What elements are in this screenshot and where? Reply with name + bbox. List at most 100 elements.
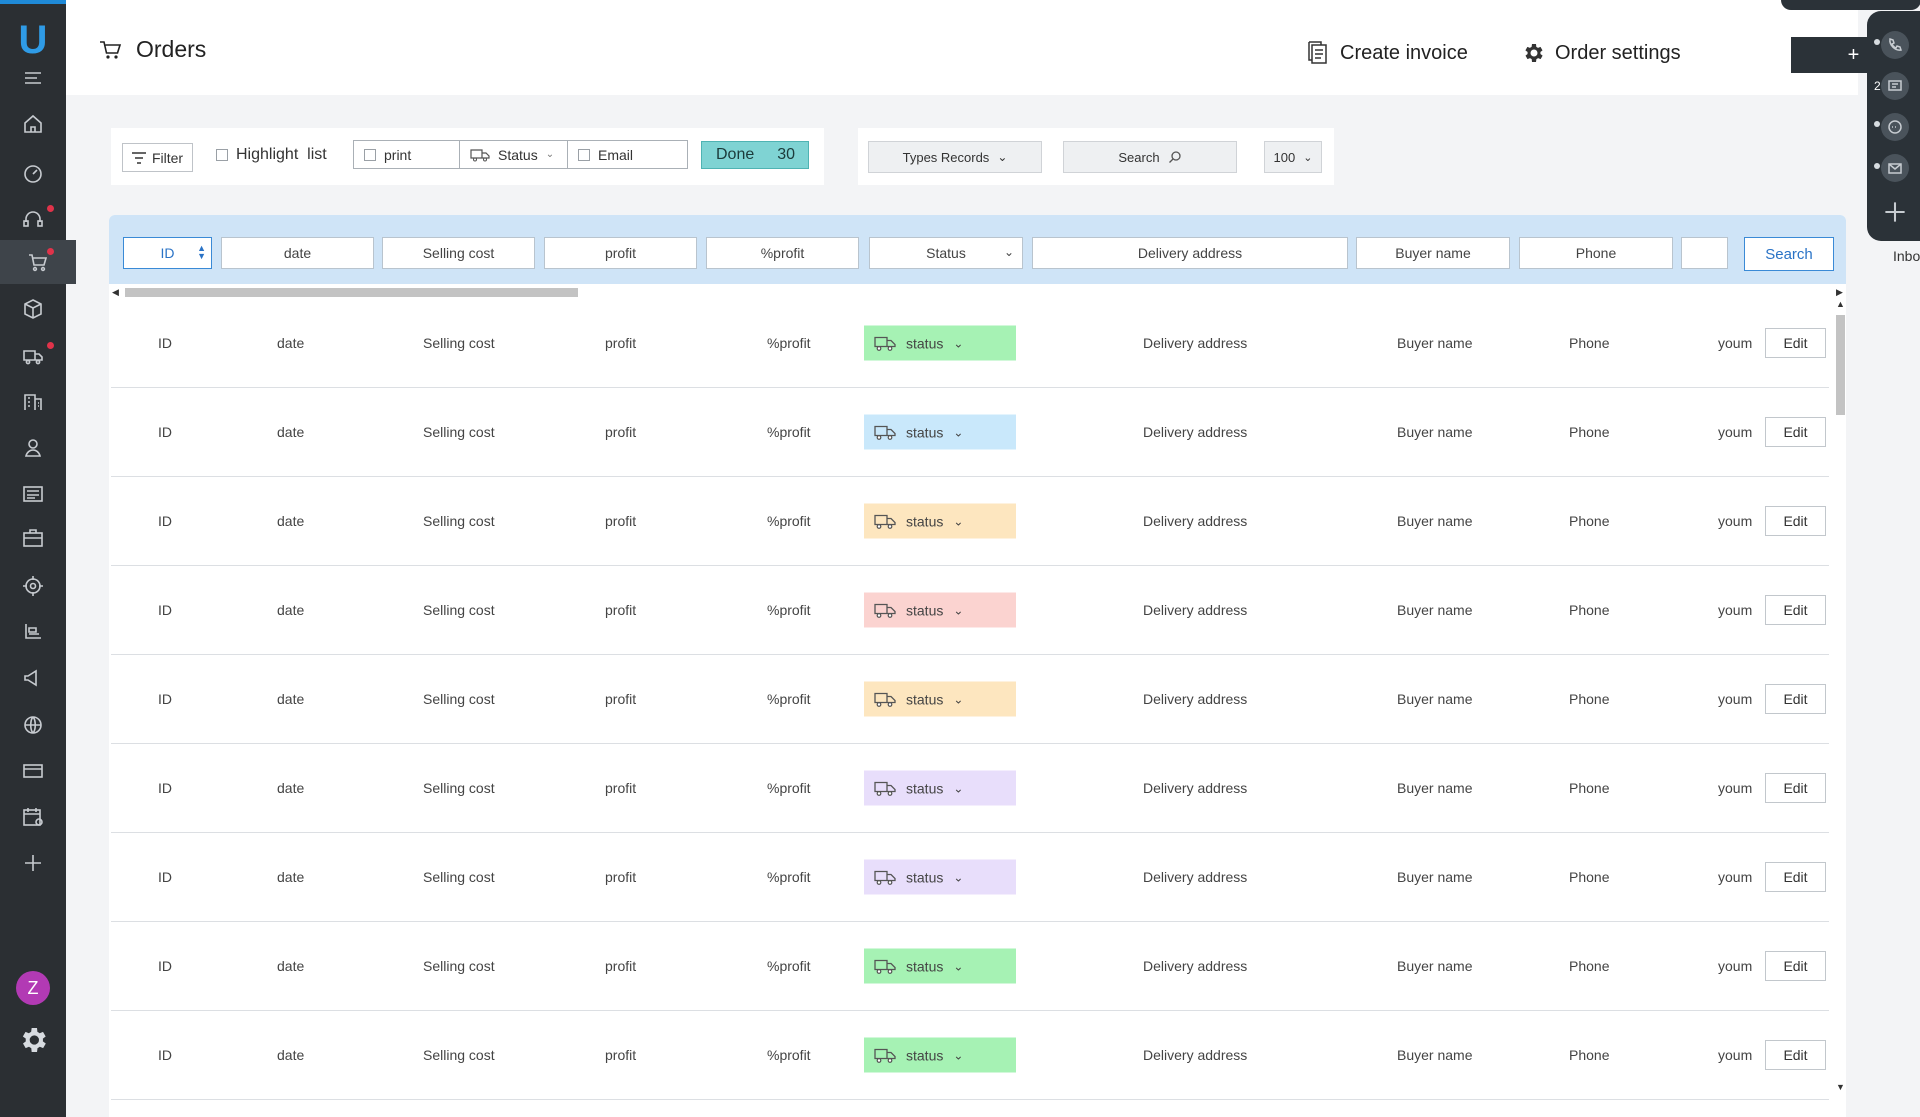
status-pill[interactable]: status ⌄ xyxy=(864,414,1016,450)
cell-date: date xyxy=(277,1047,305,1063)
scroll-up-arrow-icon[interactable]: ▲ xyxy=(1836,299,1845,309)
table-row[interactable]: ID date Selling cost profit %profit Delivery … xyxy=(111,299,1829,388)
edit-button[interactable]: Edit xyxy=(1765,684,1826,714)
status-filter[interactable]: Status ⌄ xyxy=(869,237,1023,269)
table-row[interactable]: ID date Selling cost profit %profit Delivery … xyxy=(111,744,1829,833)
cell-pct-profit: %profit xyxy=(767,780,811,796)
menu-icon[interactable] xyxy=(0,57,66,101)
create-invoice-label: Create invoice xyxy=(1340,41,1468,64)
edit-button[interactable]: Edit xyxy=(1765,951,1826,981)
print-checkbox[interactable] xyxy=(364,148,376,161)
types-records-dropdown[interactable]: Types Records ⌄ xyxy=(868,141,1042,173)
create-invoice-button[interactable]: Create invoice xyxy=(1306,40,1468,66)
status-pill[interactable]: status ⌄ xyxy=(864,948,1016,984)
print-option[interactable]: print xyxy=(354,141,460,168)
records-search-button[interactable]: Search xyxy=(1063,141,1237,173)
home-icon[interactable] xyxy=(0,102,66,146)
table-search-button[interactable]: Search xyxy=(1744,237,1834,271)
user-icon[interactable] xyxy=(0,426,66,470)
warehouse-icon[interactable] xyxy=(0,610,66,654)
card-icon[interactable] xyxy=(0,749,66,793)
edit-button[interactable]: Edit xyxy=(1765,595,1826,625)
globe-icon[interactable] xyxy=(0,703,66,747)
top-tab-handle[interactable] xyxy=(1781,0,1920,10)
status-pill[interactable]: status ⌄ xyxy=(864,770,1016,806)
dashboard-icon[interactable] xyxy=(0,152,66,196)
delivery-address-filter[interactable]: Delivery address xyxy=(1032,237,1348,269)
table-row[interactable]: ID date Selling cost profit %profit Delivery … xyxy=(111,1011,1829,1100)
calendar-icon[interactable] xyxy=(0,795,66,839)
vertical-scrollbar[interactable]: ▲ ▼ xyxy=(1833,299,1846,1094)
edit-button[interactable]: Edit xyxy=(1765,417,1826,447)
mail-icon[interactable] xyxy=(1881,154,1909,182)
target-icon[interactable] xyxy=(0,564,66,608)
highlight-list-toggle[interactable]: Highlight list xyxy=(216,146,327,164)
table-row[interactable]: ID date Selling cost profit %profit Delivery … xyxy=(111,388,1829,477)
extra-filter[interactable] xyxy=(1681,237,1728,269)
done-filter-button[interactable]: Done 30 xyxy=(701,141,809,169)
add-channel-icon[interactable] xyxy=(1881,198,1909,226)
id-filter[interactable]: ID ▲ ▼ xyxy=(123,237,212,269)
table-row[interactable]: ID date Selling cost profit %profit Delivery … xyxy=(111,566,1829,655)
status-dropdown[interactable]: Status ⌄ xyxy=(460,141,568,168)
profit-filter[interactable]: profit xyxy=(544,237,697,269)
pct-profit-filter[interactable]: %profit xyxy=(706,237,859,269)
box-icon[interactable] xyxy=(0,287,66,331)
edit-button[interactable]: Edit xyxy=(1765,1040,1826,1070)
status-pill[interactable]: status ⌄ xyxy=(864,592,1016,628)
status-pill[interactable]: status ⌄ xyxy=(864,1037,1016,1073)
settings-gear-icon[interactable] xyxy=(17,1024,49,1056)
add-icon[interactable] xyxy=(0,841,66,885)
horizontal-scrollbar[interactable]: ◀ ▶ xyxy=(109,284,1846,298)
status-label: status xyxy=(906,780,944,796)
horizontal-scroll-thumb[interactable] xyxy=(125,288,578,297)
table-row[interactable]: ID date Selling cost profit %profit Delivery … xyxy=(111,922,1829,1011)
table-row[interactable]: ID date Selling cost profit %profit Delivery … xyxy=(111,655,1829,744)
status-pill[interactable]: status ⌄ xyxy=(864,859,1016,895)
edit-button[interactable]: Edit xyxy=(1765,328,1826,358)
order-settings-button[interactable]: Order settings xyxy=(1521,40,1681,66)
scroll-left-arrow-icon[interactable]: ◀ xyxy=(112,287,119,297)
cell-selling-cost: Selling cost xyxy=(423,780,495,796)
scroll-down-arrow-icon[interactable]: ▼ xyxy=(1836,1082,1845,1092)
cell-delivery-address: Delivery address xyxy=(1143,424,1248,440)
truck-icon[interactable] xyxy=(0,334,66,378)
buyer-name-filter[interactable]: Buyer name xyxy=(1356,237,1510,269)
edit-button[interactable]: Edit xyxy=(1765,506,1826,536)
vertical-scroll-thumb[interactable] xyxy=(1836,315,1845,415)
table-row[interactable]: ID date Selling cost profit %profit Delivery … xyxy=(111,477,1829,566)
cell-buyer-name: Buyer name xyxy=(1397,335,1473,351)
status-pill[interactable]: status ⌄ xyxy=(864,325,1016,361)
app-logo[interactable]: U xyxy=(18,18,48,62)
date-filter[interactable]: date xyxy=(221,237,374,269)
building-icon[interactable] xyxy=(0,380,66,424)
briefcase-icon[interactable] xyxy=(0,516,66,560)
comment-icon[interactable] xyxy=(1881,113,1909,141)
email-checkbox[interactable] xyxy=(578,148,590,161)
chevron-down-icon: ⌄ xyxy=(953,425,964,439)
chat-icon[interactable] xyxy=(1881,72,1909,100)
edit-button[interactable]: Edit xyxy=(1765,773,1826,803)
status-label: status xyxy=(906,1047,944,1063)
support-icon[interactable] xyxy=(0,197,66,241)
highlight-checkbox[interactable] xyxy=(216,149,228,161)
cart-icon[interactable] xyxy=(0,240,76,284)
sort-icon[interactable]: ▲ ▼ xyxy=(197,243,206,261)
status-pill[interactable]: status ⌄ xyxy=(864,503,1016,539)
scroll-right-arrow-icon[interactable]: ▶ xyxy=(1836,287,1843,297)
phone-icon[interactable] xyxy=(1881,31,1909,59)
cell-id: ID xyxy=(158,513,172,529)
list-icon[interactable] xyxy=(0,472,66,516)
status-pill[interactable]: status ⌄ xyxy=(864,681,1016,717)
megaphone-icon[interactable] xyxy=(0,656,66,700)
inbox-label[interactable]: Inbo xyxy=(1893,248,1920,264)
phone-filter[interactable]: Phone xyxy=(1519,237,1673,269)
email-option[interactable]: Email xyxy=(568,141,643,168)
table-row[interactable]: ID date Selling cost profit %profit Delivery … xyxy=(111,833,1829,922)
page-size-select[interactable]: 100 ⌄ xyxy=(1264,141,1322,173)
avatar[interactable]: Z xyxy=(16,971,50,1005)
edit-button[interactable]: Edit xyxy=(1765,862,1826,892)
filter-button[interactable]: Filter xyxy=(122,143,193,172)
selling-cost-filter[interactable]: Selling cost xyxy=(382,237,535,269)
cell-pct-profit: %profit xyxy=(767,602,811,618)
